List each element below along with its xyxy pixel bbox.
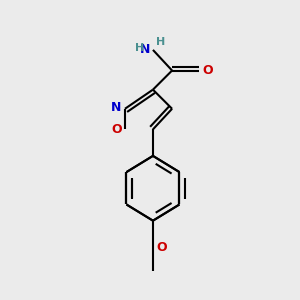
Text: H: H [156,37,165,46]
Text: N: N [111,101,121,114]
Text: N: N [140,44,150,56]
Text: O: O [111,124,122,136]
Text: O: O [157,241,167,254]
Text: H: H [135,44,144,53]
Text: O: O [202,64,213,77]
